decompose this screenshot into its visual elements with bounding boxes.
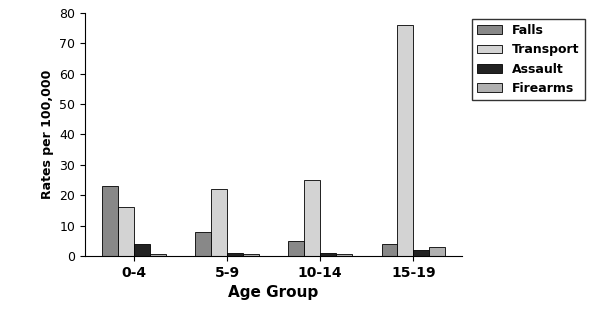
Bar: [382, 244, 398, 256]
Bar: [305, 180, 320, 256]
Bar: [102, 186, 118, 256]
Bar: [289, 241, 305, 256]
Bar: [398, 25, 413, 256]
Bar: [134, 244, 150, 256]
Bar: [195, 232, 211, 256]
Bar: [243, 254, 258, 256]
X-axis label: Age Group: Age Group: [229, 285, 319, 300]
Y-axis label: Rates per 100,000: Rates per 100,000: [41, 70, 54, 199]
Bar: [429, 247, 445, 256]
Bar: [320, 253, 336, 256]
Bar: [118, 207, 134, 256]
Legend: Falls, Transport, Assault, Firearms: Falls, Transport, Assault, Firearms: [472, 19, 585, 100]
Bar: [211, 189, 227, 256]
Bar: [336, 254, 352, 256]
Bar: [150, 254, 165, 256]
Bar: [227, 253, 243, 256]
Bar: [413, 250, 429, 256]
